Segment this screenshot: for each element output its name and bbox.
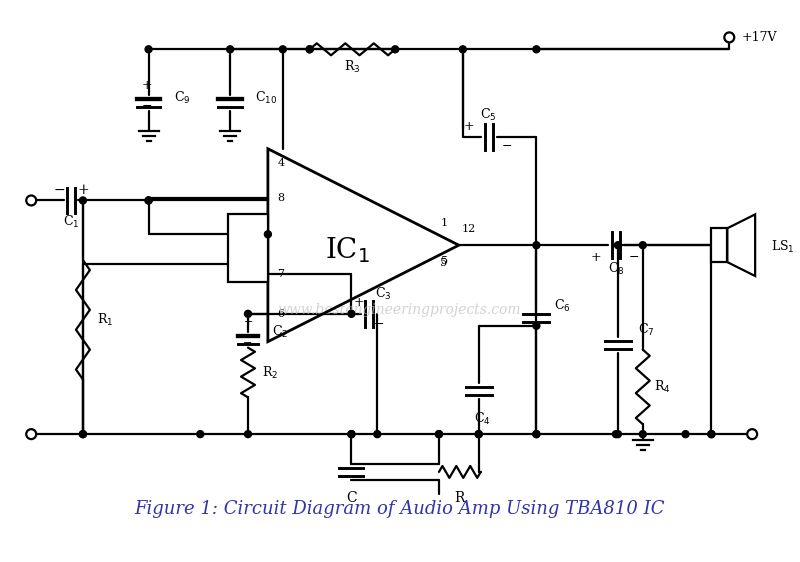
Text: R$_1$: R$_1$ <box>97 312 113 328</box>
Circle shape <box>374 430 381 438</box>
Circle shape <box>306 46 313 53</box>
Circle shape <box>197 430 204 438</box>
Circle shape <box>747 429 757 439</box>
Circle shape <box>682 430 689 438</box>
Text: +: + <box>354 296 365 309</box>
Text: −: − <box>629 251 639 264</box>
Text: C$_3$: C$_3$ <box>375 286 391 302</box>
Circle shape <box>533 322 540 329</box>
Text: R$_2$: R$_2$ <box>262 364 278 380</box>
Text: −: − <box>502 140 512 153</box>
Text: C$_4$: C$_4$ <box>474 411 491 427</box>
Circle shape <box>435 430 442 438</box>
Circle shape <box>459 46 466 53</box>
Text: −: − <box>54 183 65 197</box>
Circle shape <box>145 46 152 53</box>
Circle shape <box>639 430 646 438</box>
Text: 9: 9 <box>245 257 251 267</box>
Circle shape <box>348 430 355 438</box>
Text: C$_7$: C$_7$ <box>638 321 654 338</box>
Circle shape <box>533 46 540 53</box>
Circle shape <box>435 430 442 438</box>
Bar <box>228 214 268 282</box>
Bar <box>711 228 727 262</box>
Circle shape <box>265 231 271 238</box>
Circle shape <box>245 430 251 438</box>
Text: 7: 7 <box>278 269 284 279</box>
Text: C: C <box>346 491 357 505</box>
Text: R: R <box>454 491 465 505</box>
Circle shape <box>613 430 619 438</box>
Text: +: + <box>463 120 474 133</box>
Text: 4: 4 <box>278 158 284 167</box>
Text: C$_5$: C$_5$ <box>480 107 497 123</box>
Circle shape <box>639 242 646 248</box>
Circle shape <box>533 430 540 438</box>
Circle shape <box>724 33 734 42</box>
Text: C$_6$: C$_6$ <box>554 298 571 314</box>
Circle shape <box>279 46 286 53</box>
Text: 5: 5 <box>442 256 449 266</box>
Text: +17V: +17V <box>742 31 777 44</box>
Circle shape <box>79 430 86 438</box>
Text: C$_2$: C$_2$ <box>272 324 288 340</box>
Text: +: + <box>590 251 602 264</box>
Circle shape <box>475 430 482 438</box>
Circle shape <box>348 310 355 318</box>
Circle shape <box>614 242 622 248</box>
Circle shape <box>533 430 540 438</box>
Circle shape <box>708 430 715 438</box>
Circle shape <box>475 430 482 438</box>
Text: +: + <box>243 317 253 327</box>
Text: 8: 8 <box>278 193 284 203</box>
Circle shape <box>533 242 540 248</box>
Text: +: + <box>142 79 152 92</box>
Text: 12: 12 <box>462 224 476 234</box>
Circle shape <box>708 430 715 438</box>
Circle shape <box>348 430 355 438</box>
Text: 10: 10 <box>241 229 255 239</box>
Text: C$_8$: C$_8$ <box>607 261 624 277</box>
Circle shape <box>26 429 36 439</box>
Text: +: + <box>77 183 89 197</box>
Circle shape <box>614 430 622 438</box>
Text: IC$_1$: IC$_1$ <box>325 235 370 265</box>
Circle shape <box>145 197 152 204</box>
Text: R$_4$: R$_4$ <box>654 379 671 395</box>
Circle shape <box>392 46 398 53</box>
Text: 1: 1 <box>440 218 447 228</box>
Circle shape <box>245 310 251 318</box>
Text: C$_1$: C$_1$ <box>62 214 79 230</box>
Text: −: − <box>243 338 253 348</box>
Circle shape <box>26 196 36 206</box>
Text: C$_9$: C$_9$ <box>174 90 191 106</box>
Circle shape <box>79 430 86 438</box>
Circle shape <box>226 46 234 53</box>
Text: www.bestengineeringprojects.com: www.bestengineeringprojects.com <box>278 303 521 317</box>
Text: −: − <box>142 99 152 112</box>
Circle shape <box>306 46 313 53</box>
Text: R$_3$: R$_3$ <box>344 59 361 75</box>
Text: −: − <box>374 318 385 331</box>
Circle shape <box>145 197 152 204</box>
Text: 6: 6 <box>278 309 284 319</box>
Circle shape <box>79 197 86 204</box>
Text: C$_{10}$: C$_{10}$ <box>255 90 278 106</box>
Text: Figure 1: Circuit Diagram of Audio Amp Using TBA810 IC: Figure 1: Circuit Diagram of Audio Amp U… <box>134 500 664 518</box>
Text: LS$_1$: LS$_1$ <box>771 239 794 255</box>
Text: 5: 5 <box>440 258 447 268</box>
